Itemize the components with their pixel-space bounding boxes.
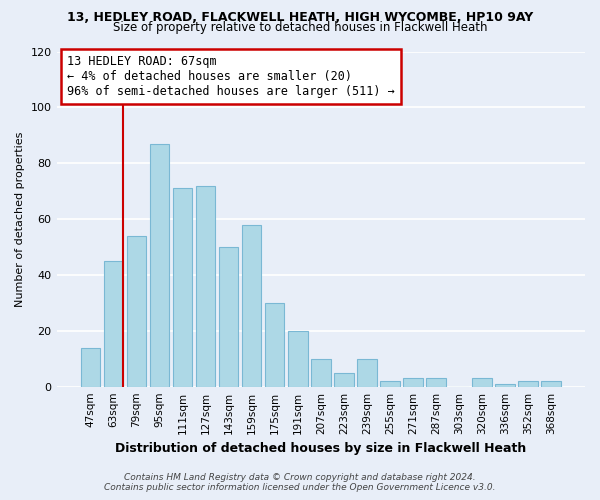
Text: 13 HEDLEY ROAD: 67sqm
← 4% of detached houses are smaller (20)
96% of semi-detac: 13 HEDLEY ROAD: 67sqm ← 4% of detached h… (67, 55, 395, 98)
Text: Contains HM Land Registry data © Crown copyright and database right 2024.
Contai: Contains HM Land Registry data © Crown c… (104, 473, 496, 492)
Bar (311, 358, 331, 386)
Bar (104, 261, 123, 386)
Bar (403, 378, 423, 386)
Bar (334, 372, 353, 386)
Bar (219, 247, 238, 386)
Bar (288, 331, 308, 386)
Bar (380, 381, 400, 386)
Y-axis label: Number of detached properties: Number of detached properties (15, 132, 25, 307)
Bar (472, 378, 492, 386)
Bar (173, 188, 193, 386)
Bar (127, 236, 146, 386)
Bar (496, 384, 515, 386)
Text: 13, HEDLEY ROAD, FLACKWELL HEATH, HIGH WYCOMBE, HP10 9AY: 13, HEDLEY ROAD, FLACKWELL HEATH, HIGH W… (67, 11, 533, 24)
Text: Size of property relative to detached houses in Flackwell Heath: Size of property relative to detached ho… (113, 22, 487, 35)
Bar (426, 378, 446, 386)
Bar (518, 381, 538, 386)
Bar (80, 348, 100, 387)
Bar (357, 358, 377, 386)
Bar (242, 224, 262, 386)
Bar (196, 186, 215, 386)
Bar (265, 303, 284, 386)
X-axis label: Distribution of detached houses by size in Flackwell Heath: Distribution of detached houses by size … (115, 442, 526, 455)
Bar (149, 144, 169, 386)
Bar (541, 381, 561, 386)
